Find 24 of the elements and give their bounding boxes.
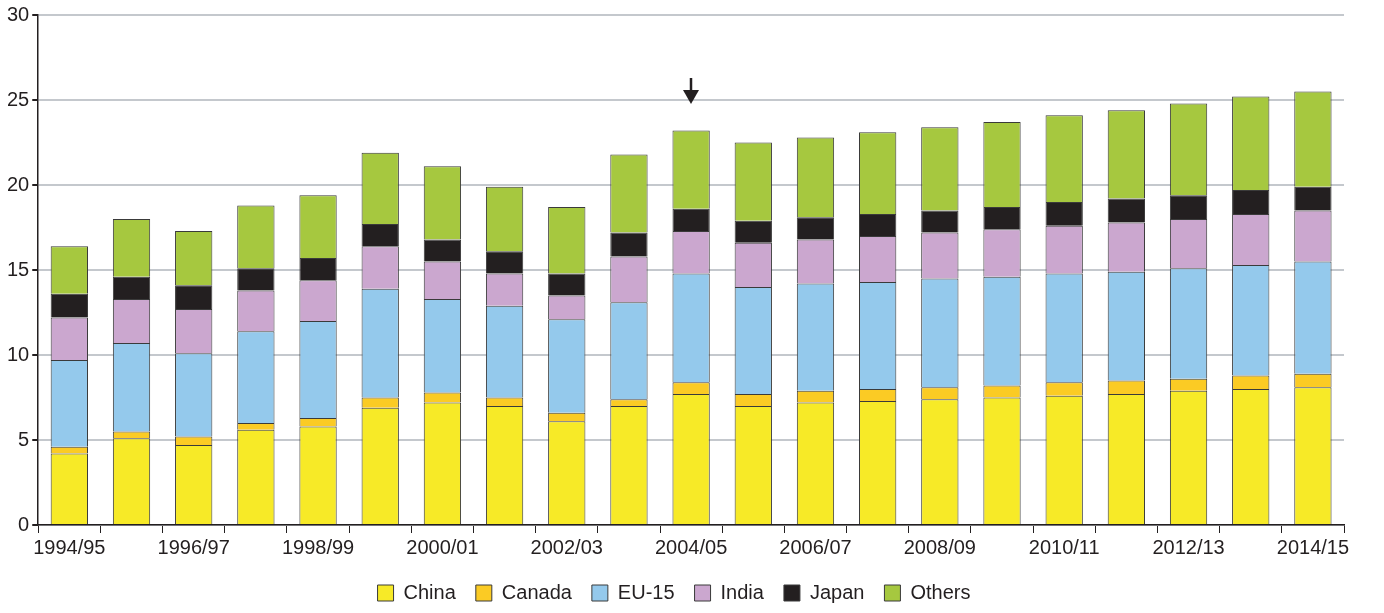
x-tick-label: 2006/07: [779, 535, 852, 558]
y-tick-label: 0: [18, 512, 30, 535]
y-tick-label: 25: [7, 87, 30, 110]
y-tick-label: 15: [7, 257, 30, 280]
legend-label: Japan: [809, 580, 865, 603]
x-tick-label: 2008/09: [903, 535, 976, 558]
legend-label: Others: [910, 580, 971, 603]
x-tick-label: 2000/01: [406, 535, 479, 558]
legend-label: Canada: [501, 580, 573, 603]
legend-label: China: [403, 580, 457, 603]
x-tick-label: 2014/15: [1276, 535, 1350, 558]
x-tick-label: 2002/03: [530, 535, 603, 558]
legend-label: EU-15: [617, 580, 675, 603]
x-tick-label: 2010/11: [1028, 535, 1100, 558]
x-tick-label: 1996/97: [157, 535, 230, 558]
legend-label: India: [720, 580, 765, 603]
y-tick-label: 5: [18, 427, 30, 450]
x-tick-label: 2004/05: [654, 535, 728, 558]
y-tick-label: 10: [7, 342, 30, 365]
y-tick-label: 30: [7, 2, 30, 25]
x-tick-label: 1998/99: [281, 535, 355, 558]
x-tick-label: 1994/95: [33, 535, 106, 558]
x-tick-label: 2012/13: [1152, 535, 1225, 558]
y-tick-label: 20: [7, 172, 30, 195]
